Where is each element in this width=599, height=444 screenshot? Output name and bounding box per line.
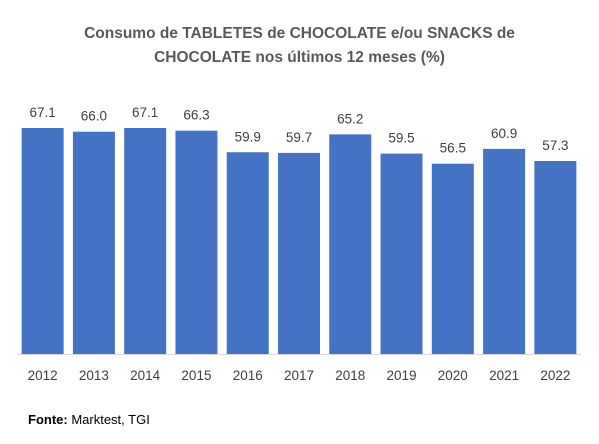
x-tick-label-2020: 2020 xyxy=(438,368,468,383)
bar-2021 xyxy=(483,148,526,354)
bar-2022 xyxy=(534,161,577,354)
value-labels-group: 67.1 66.0 67.1 66.3 59.9 59.7 65.2 59.5 56.5 60.9… xyxy=(29,105,568,156)
value-label-2012: 67.1 xyxy=(29,105,55,120)
x-tick-label-2019: 2019 xyxy=(387,368,417,383)
bar-2017 xyxy=(278,152,320,354)
value-label-2015: 66.3 xyxy=(183,108,209,123)
value-label-2018: 65.2 xyxy=(337,111,363,126)
value-label-2021: 60.9 xyxy=(491,126,517,141)
bar-2013 xyxy=(72,131,115,354)
chart-title-line-1: Consumo de TABLETES de CHOCOLATE e/ou SN… xyxy=(84,25,515,42)
bar-2012 xyxy=(21,128,64,354)
chart-title: Consumo de TABLETES de CHOCOLATE e/ou SN… xyxy=(0,22,599,70)
source-note: Fonte: Marktest, TGI xyxy=(28,412,150,427)
bar-2019 xyxy=(380,153,423,354)
value-label-2013: 66.0 xyxy=(81,109,107,124)
source-label: Fonte: xyxy=(28,412,68,427)
x-tick-label-2012: 2012 xyxy=(28,368,58,383)
x-tick-label-2014: 2014 xyxy=(130,368,161,383)
value-label-2014: 67.1 xyxy=(132,105,158,120)
bars-group xyxy=(21,128,577,354)
bar-2020 xyxy=(431,163,474,354)
x-tick-label-2022: 2022 xyxy=(540,368,570,383)
x-tick-label-2016: 2016 xyxy=(233,368,263,383)
x-tick-label-2017: 2017 xyxy=(284,368,314,383)
x-tick-label-2013: 2013 xyxy=(79,368,109,383)
bar-2015 xyxy=(175,130,218,354)
x-tick-labels-group: 2012 2013 2014 2015 2016 2017 2018 2019 2020 2021… xyxy=(28,368,571,383)
x-tick-label-2021: 2021 xyxy=(489,368,519,383)
value-label-2020: 56.5 xyxy=(440,141,466,156)
value-label-2016: 59.9 xyxy=(235,129,261,144)
chart-title-line-2: CHOCOLATE nos últimos 12 meses (%) xyxy=(154,49,445,66)
value-label-2017: 59.7 xyxy=(286,130,312,145)
x-tick-label-2018: 2018 xyxy=(335,368,365,383)
value-label-2022: 57.3 xyxy=(542,138,568,153)
x-tick-label-2015: 2015 xyxy=(181,368,211,383)
value-label-2019: 59.5 xyxy=(388,131,414,146)
bar-2016 xyxy=(226,152,269,354)
bar-2014 xyxy=(124,128,167,354)
source-text: Marktest, TGI xyxy=(67,412,150,427)
bar-2018 xyxy=(329,134,372,354)
